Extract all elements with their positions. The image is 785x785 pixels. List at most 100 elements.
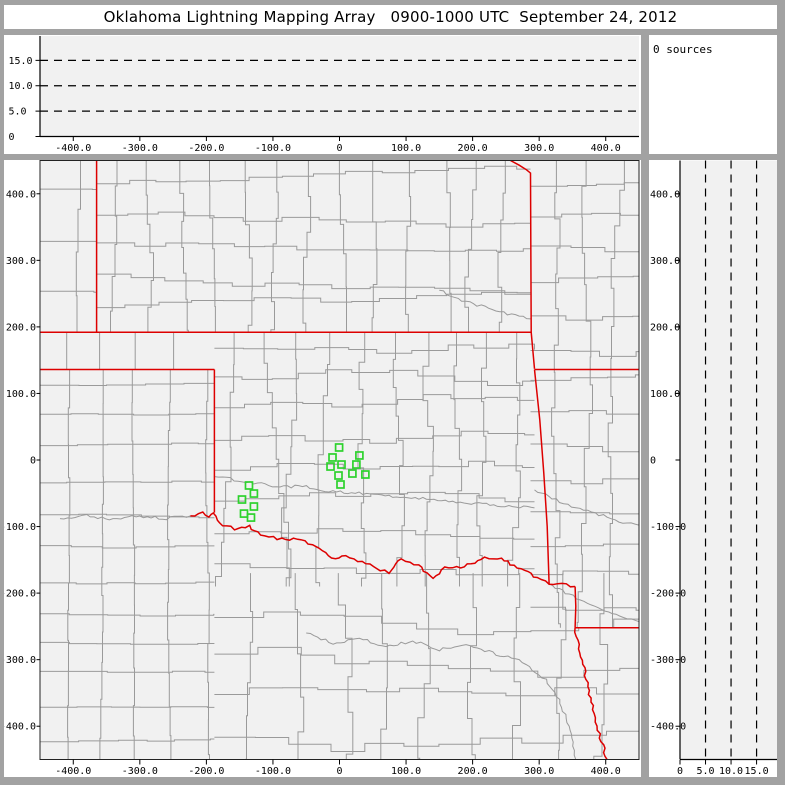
- station-marker: [237, 495, 247, 504]
- station-marker: [337, 460, 346, 469]
- station-marker: [326, 462, 335, 471]
- tick-label: 400.0: [591, 143, 621, 154]
- window-title: Oklahoma Lightning Mapping Array 0900-10…: [103, 8, 678, 26]
- tick-label: 15.0: [745, 766, 769, 777]
- county-line: [40, 513, 215, 519]
- tick-label: -200.0: [188, 143, 224, 154]
- station-marker: [249, 502, 259, 511]
- tick-label: 0: [336, 143, 342, 154]
- station-marker: [246, 513, 256, 522]
- tick-label: 0: [650, 456, 656, 467]
- tick-label: -300.0: [122, 766, 158, 777]
- county-line: [530, 212, 639, 218]
- county-line: [40, 442, 215, 447]
- county-line: [214, 460, 535, 471]
- county-line: [453, 332, 463, 587]
- county-line: [99, 369, 104, 760]
- county-line: [96, 242, 531, 252]
- tick-label: -400.0: [55, 766, 91, 777]
- county-line: [593, 573, 609, 760]
- county-line: [476, 332, 487, 587]
- county-line: [214, 611, 639, 636]
- county-line: [40, 738, 215, 743]
- county-line: [607, 160, 625, 628]
- county-line: [40, 480, 215, 484]
- tick-label: 5.0: [9, 107, 27, 118]
- station-marker: [352, 460, 361, 469]
- river-line: [534, 489, 639, 526]
- tick-label: 0: [677, 766, 683, 777]
- county-line: [96, 211, 531, 228]
- tick-label: 100.0: [6, 389, 36, 400]
- state-border-tx-la: [573, 627, 608, 760]
- county-line: [214, 563, 535, 576]
- county-line: [215, 332, 235, 587]
- ew-altitude-panel: 0 5.0 10.0 15.0 -400.0 -300.0 -200.0 -100.0 0 100…: [4, 35, 641, 154]
- county-line: [205, 369, 210, 760]
- state-border-tx-ar: [574, 586, 577, 628]
- county-line: [214, 730, 639, 752]
- county-line: [40, 545, 215, 549]
- tick-label: 10.0: [9, 81, 33, 92]
- county-line: [214, 491, 535, 503]
- ns-altitude-panel: 400.0 300.0 200.0 100.0 0 -100.0 -200.0 -300.0 -…: [649, 160, 777, 777]
- tick-label: 300.0: [650, 256, 680, 267]
- county-line: [145, 160, 154, 333]
- tick-label: 10.0: [719, 766, 743, 777]
- county-lines: [40, 160, 639, 760]
- station-marker: [249, 489, 259, 498]
- county-line: [214, 528, 535, 540]
- tick-label: -100.0: [255, 766, 291, 777]
- county-line: [530, 511, 639, 515]
- county-line: [263, 332, 292, 587]
- tick-label: -400.0: [650, 722, 686, 733]
- ns-plot-area[interactable]: [680, 160, 777, 760]
- county-line: [302, 160, 312, 333]
- ns-altitude-plot[interactable]: 400.0 300.0 200.0 100.0 0 -100.0 -200.0 -300.0 -…: [649, 160, 777, 777]
- county-line: [467, 573, 477, 760]
- county-line: [497, 160, 506, 333]
- county-line: [96, 165, 531, 185]
- county-line: [530, 315, 639, 321]
- station-marker: [336, 480, 345, 489]
- tick-label: 5.0: [696, 766, 714, 777]
- county-line: [530, 245, 639, 253]
- tick-label: 400.0: [591, 766, 621, 777]
- county-line: [75, 160, 81, 333]
- county-line: [357, 332, 367, 587]
- state-border-red-river: [190, 511, 576, 588]
- ew-altitude-plot[interactable]: 0 5.0 10.0 15.0 -400.0 -300.0 -200.0 -100.0 0 100…: [4, 35, 641, 154]
- tick-label: -400.0: [55, 143, 91, 154]
- station-marker: [361, 470, 370, 479]
- county-line: [380, 573, 388, 760]
- county-line: [464, 160, 477, 333]
- county-line: [40, 613, 215, 617]
- tick-label: 100.0: [391, 766, 421, 777]
- county-line: [209, 160, 216, 333]
- tick-label: -100.0: [255, 143, 291, 154]
- sources-count-label: 0 sources: [653, 43, 713, 56]
- county-line: [530, 275, 639, 284]
- county-line: [214, 646, 639, 678]
- county-line: [512, 573, 521, 760]
- county-line: [40, 413, 215, 416]
- tick-label: 0: [9, 132, 15, 143]
- plan-view-map-panel: -400.0 -300.0 -200.0 -100.0 0 100.0 200.0 300.0…: [4, 160, 641, 777]
- river-lines: [59, 289, 639, 760]
- county-line: [96, 273, 531, 295]
- tick-label: 200.0: [458, 143, 488, 154]
- county-line: [551, 160, 561, 628]
- tick-label: 200.0: [6, 322, 36, 333]
- map-plot-area[interactable]: [40, 160, 639, 760]
- county-line: [281, 332, 298, 587]
- county-line: [530, 374, 639, 381]
- tick-label: 15.0: [9, 56, 33, 67]
- plan-view-map-plot[interactable]: -400.0 -300.0 -200.0 -100.0 0 100.0 200.0 300.0…: [4, 160, 641, 777]
- county-line: [530, 443, 639, 453]
- county-line: [371, 160, 378, 333]
- county-line: [530, 182, 639, 187]
- tick-label: -100.0: [650, 522, 686, 533]
- county-line: [530, 476, 639, 485]
- river-line: [439, 289, 531, 320]
- county-line: [40, 641, 215, 645]
